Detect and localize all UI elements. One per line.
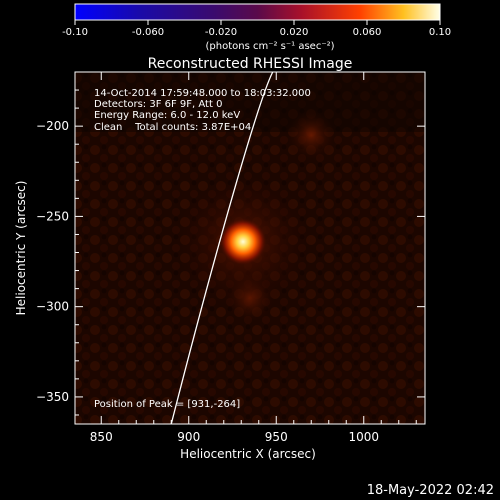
y-axis-label: Heliocentric Y (arcsec) [14, 181, 28, 316]
colorbar-bar [75, 4, 440, 20]
annotation-detectors: Detectors: 3F 6F 9F, Att 0 [94, 99, 222, 110]
peak-position-label: Position of Peak = [931,-264] [94, 399, 240, 410]
peak-source [219, 217, 267, 266]
x-tick-label: 1000 [348, 430, 379, 444]
y-tick-label: −350 [36, 390, 69, 404]
annotation-energy-range: Energy Range: 6.0 - 12.0 keV [94, 110, 240, 121]
emission-sources [173, 109, 338, 324]
x-tick-label: 850 [90, 430, 113, 444]
x-axis-label: Heliocentric X (arcsec) [180, 447, 316, 461]
colorbar-tick-label: 0.020 [280, 27, 309, 38]
annotation-clean-counts: Clean Total counts: 3.87E+04 [94, 122, 251, 133]
image-area [75, 72, 425, 424]
colorbar-frame [74, 3, 441, 21]
colorbar-tick-label: -0.020 [205, 27, 237, 38]
y-tick-label: −200 [36, 119, 69, 133]
x-tick-label: 950 [265, 430, 288, 444]
info-annotations: 14-Oct-2014 17:59:48.000 to 18:03:32.000… [94, 88, 311, 133]
colorbar-ticks: -0.10 -0.060 -0.020 0.020 0.060 0.10 [62, 20, 451, 38]
x-axis-ticks: 850 900 950 1000 [90, 72, 417, 444]
x-tick-label: 900 [177, 430, 200, 444]
solar-limb-curve [170, 72, 274, 424]
chart-title: Reconstructed RHESSI Image [148, 56, 353, 72]
y-tick-label: −300 [36, 300, 69, 314]
colorbar: -0.10 -0.060 -0.020 0.020 0.060 0.10 (photons… [62, 3, 451, 52]
colorbar-tick-label: 0.10 [429, 27, 451, 38]
plot-frame [74, 71, 426, 425]
colorbar-tick-label: -0.060 [132, 27, 164, 38]
image-dark-top [75, 72, 425, 132]
y-axis-ticks: −200 −250 −300 −350 [36, 71, 425, 416]
y-tick-label: −250 [36, 209, 69, 223]
colorbar-tick-label: 0.060 [353, 27, 382, 38]
annotation-time-range: 14-Oct-2014 17:59:48.000 to 18:03:32.000 [94, 88, 311, 99]
colorbar-unit-label: (photons cm⁻² s⁻¹ asec⁻²) [205, 41, 334, 52]
secondary-source [285, 109, 338, 162]
colorbar-tick-label: -0.10 [62, 27, 88, 38]
footer-timestamp: 18-May-2022 02:42 [367, 483, 494, 498]
